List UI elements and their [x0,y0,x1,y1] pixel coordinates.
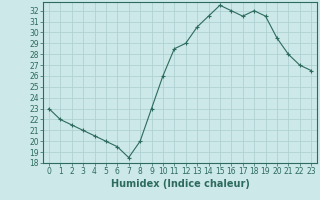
X-axis label: Humidex (Indice chaleur): Humidex (Indice chaleur) [111,179,249,189]
